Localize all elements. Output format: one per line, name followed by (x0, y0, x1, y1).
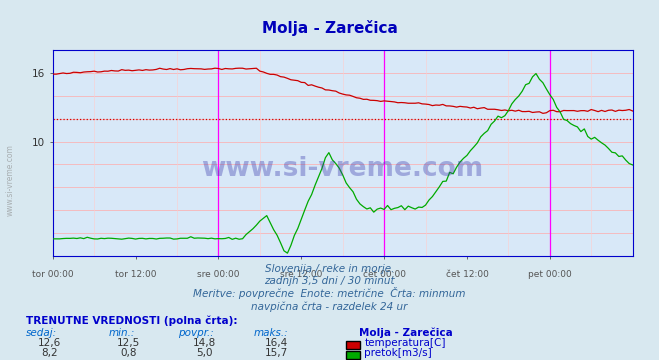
Text: TRENUTNE VREDNOSTI (polna črta):: TRENUTNE VREDNOSTI (polna črta): (26, 315, 238, 326)
Text: sedaj:: sedaj: (26, 328, 57, 338)
Text: min.:: min.: (109, 328, 135, 338)
Text: www.si-vreme.com: www.si-vreme.com (202, 156, 484, 183)
Text: sre 00:00: sre 00:00 (197, 270, 240, 279)
Text: temperatura[C]: temperatura[C] (364, 338, 446, 348)
Text: Molja - Zarečica: Molja - Zarečica (262, 20, 397, 36)
Text: navpična črta - razdelek 24 ur: navpična črta - razdelek 24 ur (251, 301, 408, 312)
Text: tor 12:00: tor 12:00 (115, 270, 156, 279)
Text: sre 12:00: sre 12:00 (280, 270, 322, 279)
Text: 15,7: 15,7 (265, 348, 289, 359)
Text: pet 00:00: pet 00:00 (528, 270, 571, 279)
Text: Molja - Zarečica: Molja - Zarečica (359, 327, 453, 338)
Text: Meritve: povprečne  Enote: metrične  Črta: minmum: Meritve: povprečne Enote: metrične Črta:… (193, 287, 466, 299)
Text: 14,8: 14,8 (192, 338, 216, 348)
Text: 12,6: 12,6 (38, 338, 61, 348)
Text: 8,2: 8,2 (41, 348, 58, 359)
Text: povpr.:: povpr.: (178, 328, 214, 338)
Text: www.si-vreme.com: www.si-vreme.com (5, 144, 14, 216)
FancyBboxPatch shape (346, 351, 360, 359)
Text: 5,0: 5,0 (196, 348, 213, 359)
Text: 16,4: 16,4 (265, 338, 289, 348)
Text: Slovenija / reke in morje.: Slovenija / reke in morje. (265, 264, 394, 274)
Text: čet 12:00: čet 12:00 (445, 270, 488, 279)
Text: tor 00:00: tor 00:00 (32, 270, 74, 279)
Text: 0,8: 0,8 (120, 348, 137, 359)
Text: pretok[m3/s]: pretok[m3/s] (364, 348, 432, 359)
FancyBboxPatch shape (346, 341, 360, 349)
Text: maks.:: maks.: (254, 328, 289, 338)
Text: 12,5: 12,5 (117, 338, 140, 348)
Text: zadnjh 3,5 dni / 30 minut: zadnjh 3,5 dni / 30 minut (264, 276, 395, 287)
Text: čet 00:00: čet 00:00 (362, 270, 405, 279)
